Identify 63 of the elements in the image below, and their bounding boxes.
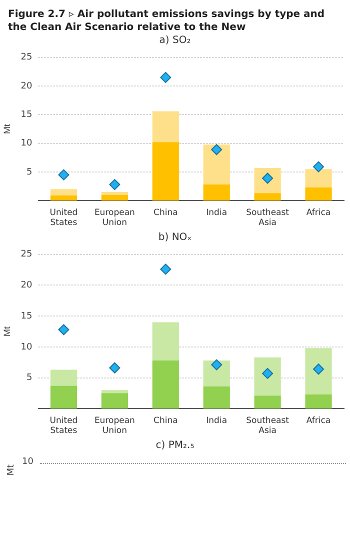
bar (203, 184, 230, 201)
bar (305, 169, 332, 188)
y-tick-label: 15 (20, 311, 32, 322)
point (313, 364, 324, 375)
chart-title: Figure 2.7 ▹ Air pollutant emissions savings by type and the Clean Air Scenario relative to the New (8, 8, 326, 34)
x-tick-label: European Union (94, 208, 135, 228)
point (160, 72, 172, 83)
bar (305, 348, 332, 394)
y-tick-label: 25 (20, 250, 32, 260)
x-tick-label: United States (50, 416, 78, 436)
x-tick-label: India (206, 208, 228, 218)
text: c) PM₂.₅ (154, 440, 196, 451)
point (160, 264, 172, 275)
point (211, 144, 222, 156)
bar (50, 386, 78, 409)
bar (305, 394, 332, 409)
x-tick-label: Africa (306, 208, 331, 218)
bar (101, 393, 128, 409)
point (109, 362, 120, 374)
chart-title: b) NOₓ (157, 232, 193, 243)
y-tick-label: 25 (20, 52, 32, 63)
y-tick-label: 20 (20, 280, 33, 291)
y-axis-title: Mt (2, 326, 12, 336)
bar (101, 194, 128, 201)
text: Mt (6, 464, 17, 476)
point (211, 359, 222, 370)
bar (152, 360, 179, 409)
bar (152, 111, 179, 142)
point (109, 179, 120, 190)
y-tick-label: 10 (20, 138, 33, 149)
bar (254, 193, 281, 201)
x-tick-label: China (154, 416, 178, 426)
bar (254, 357, 281, 396)
y-tick-label: 10 (20, 342, 33, 352)
bar (101, 192, 128, 195)
y-tick-label: 20 (20, 81, 33, 92)
bar (50, 370, 78, 386)
bar (50, 189, 78, 196)
point (58, 324, 70, 336)
point (313, 161, 324, 172)
bar (203, 386, 230, 409)
y-axis-title: Mt (2, 124, 12, 134)
bar (305, 187, 332, 201)
x-tick-label: Southeast Asia (246, 208, 290, 228)
bar (101, 390, 128, 394)
point (58, 169, 70, 180)
y-tick-label: 15 (20, 110, 32, 120)
x-tick-label: Africa (306, 416, 331, 426)
y-tick-label: 5 (26, 373, 32, 384)
bar (254, 168, 281, 194)
bar (254, 396, 281, 409)
x-tick-label: European Union (94, 416, 135, 436)
bar (203, 144, 230, 185)
bar (203, 360, 230, 386)
y-tick-label: 5 (26, 167, 32, 178)
x-tick-label: China (154, 208, 178, 218)
x-tick-label: India (206, 416, 228, 426)
bar (152, 322, 179, 360)
bar (152, 142, 179, 201)
x-tick-label: United States (50, 208, 78, 228)
x-tick-label: Southeast Asia (246, 416, 290, 436)
bar (50, 195, 78, 201)
chart-subtitle: a) SO₂ (158, 35, 192, 46)
